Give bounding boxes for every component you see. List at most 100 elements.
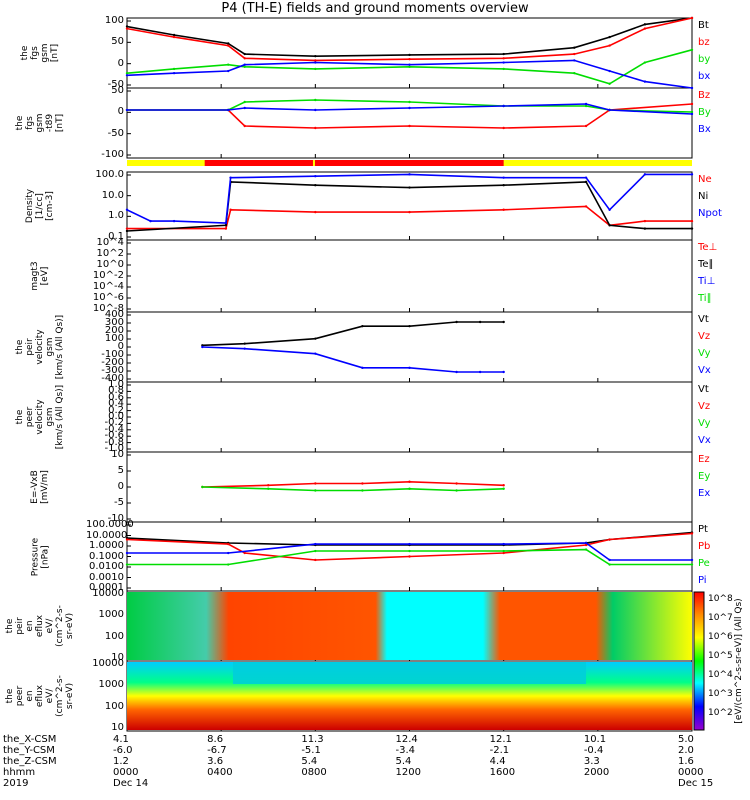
legend-peer-velocity-1: Vz: [698, 401, 711, 412]
ytick-efield-1: 5: [117, 465, 124, 476]
ytick-pressure-6: 0.0001: [89, 582, 124, 593]
legend-density-0: Ne: [698, 174, 712, 185]
point-peir-velocity-Vt-6: [478, 320, 482, 324]
point-fgs-gsm-by-9: [643, 61, 647, 64]
point-pressure-Pi-7: [690, 558, 694, 562]
ytick-fgs-gsm-t89-1: 0: [117, 106, 124, 118]
point-pressure-Pb-3: [314, 558, 317, 562]
ytick-fgs-gsm-0: 100: [104, 15, 124, 26]
point-pressure-Pb-4: [408, 555, 411, 558]
ytick-peir-eflux-1: 1000: [98, 609, 124, 621]
point-pressure-Pi-2: [314, 542, 317, 546]
status-bar-gap: [312, 160, 315, 166]
ytick-temperature-6: 10^-8: [92, 303, 124, 314]
ylabel-peer-velocity: the peer velocity gsm [km/s (All Qs)]: [15, 384, 65, 450]
point-pressure-Pb-6: [584, 543, 588, 547]
point-density-Ne-1: [224, 227, 228, 230]
point-fgs-gsm-bx-2: [227, 69, 230, 73]
legend-density-2: Npot: [698, 208, 722, 219]
orbit-z-1: 3.6: [207, 756, 224, 767]
orbit-z-3: 5.4: [395, 756, 412, 767]
point-efield-Ey-5: [455, 489, 458, 492]
ytick-peir-velocity-5: -100: [101, 349, 124, 360]
point-pressure-Pe-1: [227, 563, 230, 566]
series-efield-Ey: [202, 486, 504, 492]
ytick-peer-velocity-7: -0.4: [104, 423, 124, 435]
ylabel-temperature: magt3 [eV]: [30, 261, 50, 291]
orbit-label-4: 2019: [3, 778, 29, 789]
point-peir-velocity-Vt-1: [243, 342, 246, 345]
panel-frame-peer-velocity: [126, 381, 693, 453]
point-pressure-Pb-1: [227, 542, 230, 546]
orbit-z-5: 3.3: [583, 756, 600, 767]
point-fgs-gsm-by-3: [243, 65, 246, 68]
point-fgs-gsm-t89-By-4: [408, 100, 411, 104]
point-peir-velocity-Vt-3: [361, 324, 364, 328]
orbit-z-4: 4.4: [489, 756, 506, 767]
colorbar: [693, 591, 705, 731]
point-density-Ni-1: [224, 224, 228, 227]
point-fgs-gsm-t89-By-3: [314, 98, 317, 102]
point-density-Ni-0: [125, 229, 129, 233]
point-fgs-gsm-bx-8: [608, 69, 611, 73]
legend-fgs-gsm-t89-2: Bx: [698, 124, 711, 135]
ytick-temperature-3: 10^-2: [92, 270, 124, 281]
point-efield-Ez-6: [502, 484, 505, 487]
ytick-pressure-0: 100.0000: [86, 519, 134, 530]
point-fgs-gsm-by-2: [227, 63, 230, 66]
point-fgs-gsm-t89-Bz-4: [408, 124, 411, 128]
point-peir-velocity-Vx-3: [361, 366, 364, 370]
point-density-Npot-9: [608, 208, 611, 211]
point-peir-velocity-Vx-0: [201, 345, 204, 349]
point-fgs-gsm-bz-0: [125, 27, 129, 30]
point-efield-Ez-5: [455, 482, 458, 485]
ylabel-peer-eflux: the peer en eflux eV/ (cm^2-s- sr-eV): [5, 675, 75, 717]
legend-fgs-gsm-t89-1: By: [698, 107, 711, 118]
point-fgs-gsm-bz-5: [408, 57, 411, 61]
point-fgs-gsm-t89-By-6: [584, 104, 588, 108]
point-pressure-Pb-0: [125, 538, 129, 541]
point-fgs-gsm-by-6: [502, 67, 505, 71]
colorbar-tick-2: 10^6: [708, 632, 733, 642]
point-pressure-Pe-7: [690, 563, 694, 566]
point-fgs-gsm-t89-Bx-5: [502, 104, 505, 108]
point-fgs-gsm-bz-6: [502, 57, 505, 60]
point-fgs-gsm-Bt-1: [172, 33, 176, 37]
point-peir-velocity-Vt-0: [201, 344, 204, 347]
point-fgs-gsm-by-7: [573, 71, 576, 75]
point-efield-Ez-2: [314, 482, 317, 485]
point-density-Ni-3: [314, 183, 317, 187]
series-density-Ne: [127, 205, 692, 230]
ytick-efield-3: -5: [114, 497, 124, 508]
point-pressure-Pe-2: [314, 549, 317, 553]
electron-spectrogram-sheet: [232, 662, 587, 684]
orbit-t-6: 0000: [678, 767, 704, 778]
orbit-y-6: 2.0: [678, 745, 694, 756]
point-fgs-gsm-by-1: [172, 67, 176, 71]
colorbar-tick-3: 10^5: [708, 651, 733, 661]
point-density-Npot-11: [690, 173, 694, 176]
panel-frame-temperature: [126, 239, 693, 313]
ylabel-peir-velocity: the peir velocity gsm [km/s (All Qs)]: [15, 314, 65, 380]
ytick-fgs-gsm-3: -50: [107, 79, 124, 90]
orbit-t-5: 2000: [583, 767, 610, 778]
legend-peir-velocity-2: Vy: [698, 348, 711, 359]
point-peir-velocity-Vx-2: [314, 352, 317, 355]
ytick-peer-eflux-1: 1000: [98, 679, 124, 691]
legend-temperature-1: Te∥: [698, 259, 714, 270]
point-fgs-gsm-bz-7: [573, 52, 576, 56]
series-fgs-gsm-Bt: [126, 17, 693, 58]
point-density-Ni-4: [408, 186, 411, 189]
ytick-temperature-5: 10^-6: [92, 292, 124, 303]
point-fgs-gsm-bz-8: [608, 44, 611, 47]
ytick-density-0: 100.0: [95, 169, 124, 180]
point-pressure-Pi-6: [608, 558, 611, 562]
ytick-temperature-4: 10^-4: [92, 281, 124, 292]
legend-peer-velocity-3: Vx: [698, 435, 711, 446]
point-fgs-gsm-t89-By-2: [243, 100, 246, 104]
point-density-Ne-5: [502, 208, 505, 211]
point-pressure-Pb-8: [690, 532, 694, 535]
legend-temperature-3: Ti∥: [698, 293, 712, 304]
ytick-peir-eflux-2: 100: [104, 630, 124, 642]
point-peir-velocity-Vx-5: [455, 370, 458, 374]
